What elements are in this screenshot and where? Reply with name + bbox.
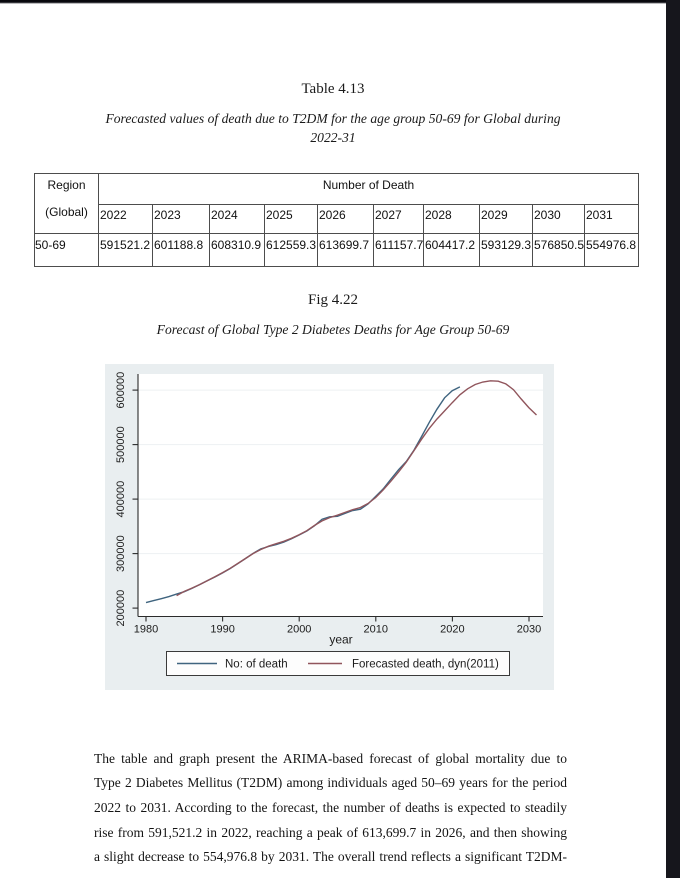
svg-text:1990: 1990 [210, 624, 234, 636]
svg-text:200000: 200000 [115, 590, 127, 627]
svg-text:2010: 2010 [364, 624, 388, 636]
svg-text:500000: 500000 [115, 426, 127, 463]
svg-text:2020: 2020 [440, 624, 464, 636]
svg-text:400000: 400000 [115, 481, 127, 518]
svg-text:No: of death: No: of death [225, 659, 288, 671]
svg-text:1980: 1980 [134, 624, 158, 636]
svg-text:300000: 300000 [115, 535, 127, 572]
svg-text:600000: 600000 [115, 372, 127, 409]
svg-text:2030: 2030 [517, 624, 541, 636]
svg-text:year: year [329, 633, 352, 647]
svg-text:2000: 2000 [287, 624, 311, 636]
svg-text:Forecasted death, dyn(2011): Forecasted death, dyn(2011) [352, 659, 499, 671]
